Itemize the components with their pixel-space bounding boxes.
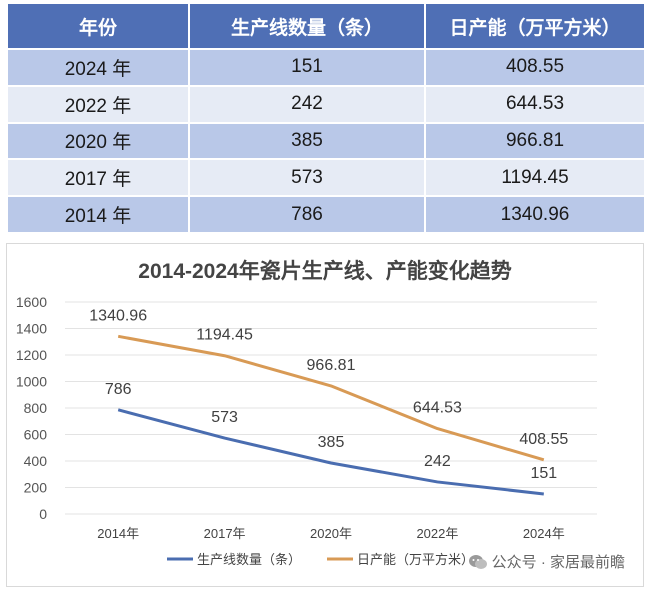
y-tick-label: 1200 xyxy=(16,347,47,363)
cell-lines: 242 xyxy=(188,84,426,124)
cell-year: 2024 年 xyxy=(6,48,190,87)
x-tick-label: 2020年 xyxy=(310,526,352,541)
table-row: 2017 年 573 1194.45 xyxy=(6,158,646,198)
data-label: 786 xyxy=(105,381,132,398)
data-label: 242 xyxy=(424,453,451,470)
table-header-row: 年份 生产线数量（条） 日产能（万平方米） xyxy=(6,2,646,50)
data-table: 年份 生产线数量（条） 日产能（万平方米） 2024 年 151 408.55 … xyxy=(6,2,646,234)
table-row: 2024 年 151 408.55 xyxy=(6,48,646,87)
cell-year: 2014 年 xyxy=(6,195,190,234)
data-label: 573 xyxy=(211,409,238,426)
cell-lines: 786 xyxy=(188,195,426,234)
wechat-icon xyxy=(468,554,487,569)
y-tick-label: 1400 xyxy=(16,321,47,337)
data-label: 1194.45 xyxy=(196,327,253,344)
cell-year: 2022 年 xyxy=(6,84,190,124)
cell-capacity: 644.53 xyxy=(424,84,646,124)
table-row: 2022 年 242 644.53 xyxy=(6,84,646,124)
data-label: 644.53 xyxy=(413,400,462,417)
line-chart: 2014-2024年瓷片生产线、产能变化趋势 0 200 400 600 800 1000 1… xyxy=(16,259,597,567)
y-tick-label: 1000 xyxy=(16,374,47,390)
cell-lines: 151 xyxy=(188,48,426,87)
header-capacity: 日产能（万平方米） xyxy=(424,2,646,50)
data-label: 408.55 xyxy=(519,431,568,448)
watermark-text: 公众号 · 家居最前瞻 xyxy=(491,554,625,571)
y-tick-label: 800 xyxy=(24,400,48,416)
legend-label-1: 生产线数量（条） xyxy=(197,552,301,567)
y-tick-label: 200 xyxy=(24,480,48,496)
x-tick-label: 2024年 xyxy=(523,526,565,541)
y-tick-label: 1600 xyxy=(16,294,47,310)
cell-capacity: 1340.96 xyxy=(424,195,646,234)
cell-capacity: 408.55 xyxy=(424,48,646,87)
series-line-1 xyxy=(117,408,544,496)
cell-lines: 385 xyxy=(188,121,426,161)
x-tick-label: 2022年 xyxy=(416,526,458,541)
header-lines: 生产线数量（条） xyxy=(188,2,426,50)
data-label: 1340.96 xyxy=(89,307,147,324)
x-tick-label: 2014年 xyxy=(97,526,139,541)
chart-container: 2014-2024年瓷片生产线、产能变化趋势 0 200 400 600 800 1000 1… xyxy=(6,243,644,587)
table-row: 2014 年 786 1340.96 xyxy=(6,195,646,234)
table-row: 2020 年 385 966.81 xyxy=(6,121,646,161)
data-label: 385 xyxy=(318,434,345,451)
cell-year: 2020 年 xyxy=(6,121,190,161)
y-tick-label: 0 xyxy=(39,506,47,522)
data-table-container: 年份 生产线数量（条） 日产能（万平方米） 2024 年 151 408.55 … xyxy=(6,2,646,234)
cell-lines: 573 xyxy=(188,158,426,198)
x-tick-label: 2017年 xyxy=(204,526,246,541)
watermark: 公众号 · 家居最前瞻 xyxy=(468,551,625,572)
cell-capacity: 1194.45 xyxy=(424,158,646,198)
data-label: 966.81 xyxy=(307,357,356,374)
series-line-2 xyxy=(117,334,545,462)
legend-label-2: 日产能（万平方米） xyxy=(357,552,474,567)
y-tick-label: 600 xyxy=(24,427,48,443)
chart-title: 2014-2024年瓷片生产线、产能变化趋势 xyxy=(138,259,511,283)
data-label: 151 xyxy=(530,465,557,482)
cell-year: 2017 年 xyxy=(6,158,190,198)
y-tick-label: 400 xyxy=(24,453,48,469)
cell-capacity: 966.81 xyxy=(424,121,646,161)
header-year: 年份 xyxy=(6,2,190,50)
